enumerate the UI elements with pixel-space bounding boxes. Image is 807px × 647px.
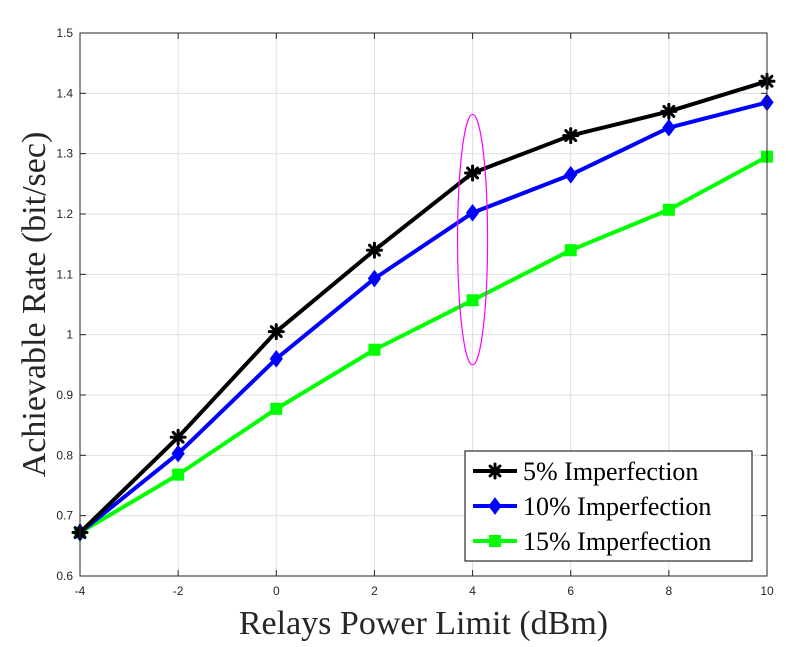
highlight-ellipse — [456, 113, 489, 366]
data-point — [270, 402, 283, 415]
y-tick-label: 0.7 — [56, 509, 73, 523]
x-tick-label: -4 — [75, 584, 86, 598]
data-point — [562, 127, 580, 145]
y-tick-label: 1.2 — [56, 207, 73, 221]
asterisk-core — [174, 433, 182, 441]
asterisk-core — [272, 328, 280, 336]
x-tick-label: 2 — [371, 584, 378, 598]
data-point — [171, 444, 185, 463]
data-point — [464, 164, 482, 182]
x-tick-label: 8 — [666, 584, 673, 598]
legend-swatch-marker — [489, 535, 501, 547]
legend: 5% Imperfection 10% Imperfection 15% Imper… — [464, 450, 753, 562]
annotation — [456, 113, 489, 366]
data-point — [662, 118, 676, 137]
data-point — [169, 428, 187, 446]
data-point — [267, 323, 285, 341]
series-line — [78, 79, 768, 534]
legend-label: 15% Imperfection — [523, 527, 711, 556]
data-point — [564, 165, 578, 184]
y-tick-label: 0.9 — [56, 388, 73, 402]
y-tick-label: 1.1 — [56, 267, 73, 281]
asterisk-core — [370, 246, 378, 254]
y-tick-label: 0.8 — [56, 448, 73, 462]
legend-item: 5% Imperfection — [473, 457, 698, 486]
data-point — [660, 102, 678, 120]
x-axis-title: Relays Power Limit (dBm) — [239, 605, 608, 642]
x-tick-label: 10 — [760, 584, 774, 598]
data-point — [367, 269, 382, 288]
y-tick-label: 1.4 — [56, 86, 73, 100]
series-line — [78, 100, 768, 535]
legend-swatch-marker — [488, 497, 502, 515]
asterisk-core — [491, 467, 499, 475]
data-point — [466, 294, 479, 307]
axis-ticks: -4 -2 0 2 4 6 8 10 0.6 0.7 0.8 0.9 1 1.1 1.2 1.3 1.4 1.5 — [56, 26, 774, 598]
y-tick-label: 1.5 — [56, 26, 73, 40]
data-point — [564, 244, 577, 257]
series-5-imperfection — [71, 72, 776, 542]
series-line — [78, 154, 768, 535]
x-tick-label: -2 — [173, 584, 184, 598]
x-tick-label: 4 — [469, 584, 476, 598]
y-tick-label: 1.3 — [56, 147, 73, 161]
legend-item: 15% Imperfection — [473, 527, 711, 556]
asterisk-core — [665, 107, 673, 115]
series-10-imperfection — [73, 93, 774, 542]
legend-swatch-marker — [486, 462, 504, 480]
y-tick-label: 0.6 — [56, 569, 73, 583]
data-point — [269, 349, 283, 368]
x-tick-label: 6 — [567, 584, 574, 598]
data-point — [662, 203, 675, 216]
legend-label: 10% Imperfection — [523, 492, 711, 521]
x-tick-label: 0 — [273, 584, 280, 598]
y-axis-title: Achievable Rate (bit/sec) — [16, 132, 53, 478]
plot-frame — [79, 32, 768, 577]
data-point — [465, 203, 480, 222]
asterisk-core — [567, 132, 575, 140]
legend-item: 10% Imperfection — [473, 492, 711, 521]
data-point — [365, 241, 383, 259]
asterisk-core — [469, 169, 477, 177]
data-point — [172, 468, 185, 481]
legend-label: 5% Imperfection — [523, 457, 698, 486]
data-point — [368, 343, 381, 356]
y-tick-label: 1 — [66, 328, 73, 342]
